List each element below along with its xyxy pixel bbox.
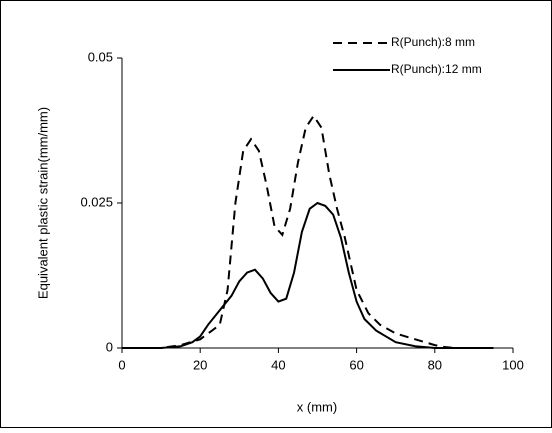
x-tick-label: 0 (118, 357, 125, 372)
x-tick-label: 40 (271, 357, 285, 372)
x-tick-label: 80 (428, 357, 442, 372)
y-tick-label: 0.05 (88, 49, 113, 64)
y-tick-label: 0 (106, 339, 113, 354)
y-axis-title: Equivalent plastic strain(mm/mm) (35, 107, 50, 299)
x-tick-label: 100 (502, 357, 524, 372)
legend-label: R(Punch):12 mm (391, 62, 482, 76)
x-tick-label: 60 (349, 357, 363, 372)
y-tick-label: 0.025 (80, 194, 113, 209)
x-tick-label: 20 (193, 357, 207, 372)
legend-label: R(Punch):8 mm (391, 35, 475, 49)
series-line (122, 114, 494, 349)
x-axis-title: x (mm) (297, 399, 337, 414)
series-line (122, 201, 494, 349)
